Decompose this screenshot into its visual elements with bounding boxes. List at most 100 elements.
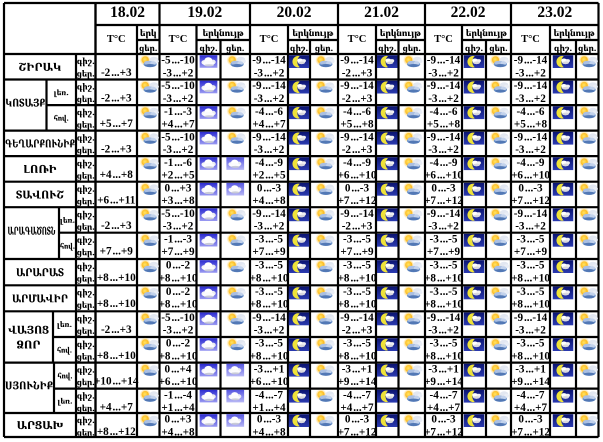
svg-text:0 ...-2: 0 ...-2: [166, 260, 191, 272]
svg-text:+4 ...+7: +4 ...+7: [427, 402, 461, 414]
svg-text:-3 ...+2: -3 ...+2: [163, 221, 194, 233]
svg-text:+4 ...+8: +4 ...+8: [100, 169, 134, 181]
svg-text:+6 ...+11: +6 ...+11: [97, 195, 136, 207]
svg-text:+1 ...+4: +1 ...+4: [252, 402, 286, 414]
svg-text:+2 ...+5: +2 ...+5: [161, 169, 195, 181]
svg-text:-2 ...+3: -2 ...+3: [342, 67, 373, 79]
svg-text:-3 ...+2: -3 ...+2: [254, 67, 285, 79]
svg-text:+8 ...+10: +8 ...+10: [424, 299, 463, 311]
svg-text:+7 ...+12: +7 ...+12: [511, 426, 550, 438]
svg-text:-3 ...-5: -3 ...-5: [517, 286, 545, 298]
svg-text:-3 ...-5: -3 ...-5: [343, 286, 371, 298]
svg-text:-1 ...-3: -1 ...-3: [164, 233, 192, 245]
svg-text:-9 ...-14: -9 ...-14: [252, 55, 286, 67]
svg-text:-4 ...-7: -4 ...-7: [343, 389, 371, 401]
svg-text:-9 ...-14: -9 ...-14: [514, 208, 548, 220]
svg-text:-3 ...+2: -3 ...+2: [163, 93, 194, 105]
svg-text:-9 ...-14: -9 ...-14: [427, 312, 461, 324]
svg-text:0 ...-3: 0 ...-3: [431, 414, 456, 426]
svg-text:-5 ...-10: -5 ...-10: [161, 131, 195, 143]
svg-text:+7 ...+9: +7 ...+9: [340, 246, 374, 258]
svg-text:-9 ...-14: -9 ...-14: [340, 55, 374, 67]
svg-text:-2 ...+3: -2 ...+3: [342, 144, 373, 156]
svg-text:+2 ...+5: +2 ...+5: [252, 169, 286, 181]
svg-text:-3 ...-5: -3 ...-5: [430, 338, 458, 350]
svg-text:-3 ...+2: -3 ...+2: [254, 144, 285, 156]
svg-text:+6 ...+10: +6 ...+10: [424, 169, 463, 181]
svg-text:-3 ...+2: -3 ...+2: [254, 221, 285, 233]
svg-text:-2 ...+3: -2 ...+3: [342, 325, 373, 337]
svg-text:-2 ...+3: -2 ...+3: [101, 67, 132, 79]
svg-text:-1 ...-6: -1 ...-6: [164, 157, 192, 169]
svg-text:-3 ...-5: -3 ...-5: [517, 260, 545, 272]
svg-text:+6 ...+10: +6 ...+10: [159, 376, 198, 388]
svg-text:-9 ...-14: -9 ...-14: [252, 208, 286, 220]
svg-text:+7 ...+9: +7 ...+9: [427, 246, 461, 258]
svg-text:-9 ...-14: -9 ...-14: [514, 55, 548, 67]
svg-text:-3 ...+1: -3 ...+1: [254, 363, 285, 375]
svg-text:T°C: T°C: [521, 34, 540, 45]
svg-text:-2 ...+3: -2 ...+3: [342, 221, 373, 233]
svg-text:+8 ...+10: +8 ...+10: [250, 272, 289, 284]
svg-text:+4 ...+7: +4 ...+7: [340, 402, 374, 414]
svg-text:+8 ...+10: +8 ...+10: [159, 272, 198, 284]
svg-text:-5 ...-10: -5 ...-10: [161, 55, 195, 67]
svg-text:-9 ...-14: -9 ...-14: [340, 312, 374, 324]
svg-text:-3 ...+2: -3 ...+2: [515, 144, 546, 156]
svg-text:-4 ...-7: -4 ...-7: [255, 389, 283, 401]
svg-text:22.02: 22.02: [451, 4, 486, 21]
svg-text:0 ...-3: 0 ...-3: [345, 414, 370, 426]
svg-text:-3 ...-5: -3 ...-5: [517, 233, 545, 245]
svg-text:T°C: T°C: [348, 34, 367, 45]
svg-text:-5 ...-10: -5 ...-10: [161, 208, 195, 220]
svg-text:+8 ...+10: +8 ...+10: [424, 272, 463, 284]
svg-text:-4 ...-9: -4 ...-9: [255, 157, 283, 169]
svg-text:18.02: 18.02: [110, 4, 145, 21]
svg-text:+4 ...+8: +4 ...+8: [161, 426, 195, 438]
svg-text:-9 ...-14: -9 ...-14: [427, 131, 461, 143]
svg-text:0 ...-2: 0 ...-2: [166, 338, 191, 350]
svg-text:+5 ...+8: +5 ...+8: [514, 118, 548, 130]
svg-text:-2 ...+3: -2 ...+3: [101, 220, 132, 232]
svg-text:-4 ...-6: -4 ...-6: [517, 106, 545, 118]
svg-text:-4 ...-7: -4 ...-7: [430, 389, 458, 401]
svg-text:-3 ...-5: -3 ...-5: [255, 233, 283, 245]
svg-text:-4 ...-9: -4 ...-9: [343, 157, 371, 169]
svg-text:20.02: 20.02: [277, 4, 312, 21]
svg-text:-4 ...-7: -4 ...-7: [517, 389, 545, 401]
svg-text:+7 ...+12: +7 ...+12: [511, 195, 550, 207]
svg-text:0 ...+4: 0 ...+4: [165, 363, 192, 375]
svg-text:0 ...-3: 0 ...-3: [431, 182, 456, 194]
svg-text:-4 ...-6: -4 ...-6: [430, 106, 458, 118]
svg-text:-3 ...+2: -3 ...+2: [163, 325, 194, 337]
svg-text:21.02: 21.02: [364, 4, 399, 21]
svg-text:-9 ...-14: -9 ...-14: [252, 80, 286, 92]
svg-text:-3 ...-5: -3 ...-5: [430, 286, 458, 298]
svg-text:+8 ...+10: +8 ...+10: [338, 299, 377, 311]
svg-text:+1 ...+4: +1 ...+4: [161, 402, 195, 414]
svg-text:+7 ...+12: +7 ...+12: [338, 195, 377, 207]
svg-text:-2 ...+3: -2 ...+3: [101, 92, 132, 104]
svg-text:0 ...+3: 0 ...+3: [165, 414, 192, 426]
svg-text:-3 ...+2: -3 ...+2: [428, 144, 459, 156]
svg-text:-2 ...+3: -2 ...+3: [342, 93, 373, 105]
svg-text:0 ...-3: 0 ...-3: [257, 182, 282, 194]
svg-text:+8 ...+10: +8 ...+10: [338, 350, 377, 362]
svg-text:-9 ...-14: -9 ...-14: [427, 80, 461, 92]
svg-text:23.02: 23.02: [537, 4, 572, 21]
svg-text:+4 ...+8: +4 ...+8: [252, 426, 286, 438]
svg-text:-3 ...+2: -3 ...+2: [428, 93, 459, 105]
svg-text:-9 ...-14: -9 ...-14: [514, 131, 548, 143]
svg-text:+8 ...+10: +8 ...+10: [97, 350, 136, 362]
svg-text:+4 ...+7: +4 ...+7: [252, 118, 286, 130]
svg-text:-9 ...-14: -9 ...-14: [514, 312, 548, 324]
svg-text:-9 ...-14: -9 ...-14: [427, 55, 461, 67]
svg-text:-5 ...-10: -5 ...-10: [161, 80, 195, 92]
svg-text:-9 ...-14: -9 ...-14: [340, 80, 374, 92]
svg-text:+6 ...+10: +6 ...+10: [250, 376, 289, 388]
svg-text:-3 ...+2: -3 ...+2: [254, 325, 285, 337]
svg-text:+8 ...+10: +8 ...+10: [424, 350, 463, 362]
svg-text:+7 ...+12: +7 ...+12: [338, 426, 377, 438]
svg-text:-9 ...-14: -9 ...-14: [514, 80, 548, 92]
svg-text:+7 ...+12: +7 ...+12: [424, 426, 463, 438]
